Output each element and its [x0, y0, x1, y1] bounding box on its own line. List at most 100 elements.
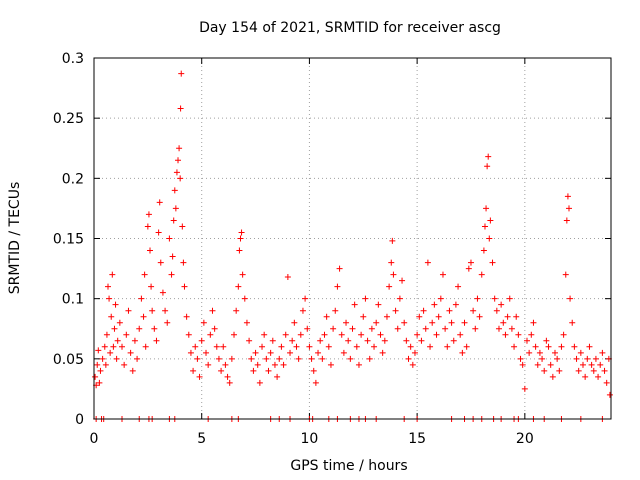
data-point — [517, 355, 524, 362]
y-tick-label: 0.2 — [62, 171, 84, 187]
data-point — [491, 295, 498, 302]
data-point — [237, 235, 244, 242]
data-point — [396, 295, 403, 302]
data-point — [94, 361, 101, 368]
data-point — [241, 295, 248, 302]
data-point — [276, 355, 283, 362]
data-point — [308, 355, 315, 362]
data-point — [319, 355, 326, 362]
data-point — [170, 217, 177, 224]
data-point — [209, 307, 216, 314]
data-point — [431, 301, 438, 308]
data-point — [409, 361, 416, 368]
data-point — [295, 355, 302, 362]
data-point — [405, 355, 412, 362]
data-point — [582, 373, 589, 380]
y-tick-label: 0.3 — [62, 51, 84, 67]
data-point — [304, 325, 311, 332]
data-point — [429, 319, 436, 326]
data-point — [205, 361, 212, 368]
data-point — [327, 361, 334, 368]
data-point — [172, 205, 179, 212]
data-point — [155, 229, 162, 236]
data-point — [141, 271, 148, 278]
data-point — [371, 343, 378, 350]
data-point — [215, 355, 222, 362]
data-point — [381, 337, 388, 344]
data-point — [355, 361, 362, 368]
data-point — [394, 325, 401, 332]
data-point — [388, 259, 395, 266]
data-point — [539, 355, 546, 362]
data-point — [287, 349, 294, 356]
data-point — [246, 337, 253, 344]
data-point — [467, 259, 474, 266]
data-point — [575, 367, 582, 374]
data-point — [418, 337, 425, 344]
data-point — [121, 361, 128, 368]
data-point — [476, 313, 483, 320]
data-point — [92, 373, 99, 380]
data-point — [261, 331, 268, 338]
y-tick-label: 0.05 — [53, 352, 84, 368]
data-point — [180, 259, 187, 266]
data-point — [203, 349, 210, 356]
data-point — [390, 271, 397, 278]
data-point — [435, 313, 442, 320]
data-point — [427, 343, 434, 350]
data-point — [142, 343, 149, 350]
data-point — [103, 331, 110, 338]
data-point — [156, 199, 163, 206]
x-tick-label: 5 — [197, 431, 206, 447]
data-point — [102, 361, 109, 368]
data-point — [386, 283, 393, 290]
data-point — [235, 283, 242, 290]
data-point — [110, 343, 117, 350]
data-point — [259, 343, 266, 350]
data-point — [532, 343, 539, 350]
data-point — [200, 319, 207, 326]
data-point — [289, 337, 296, 344]
data-point — [315, 349, 322, 356]
x-tick-label: 10 — [301, 431, 319, 447]
data-point — [254, 361, 261, 368]
data-point — [231, 331, 238, 338]
data-point — [377, 331, 384, 338]
data-point — [562, 271, 569, 278]
data-point — [280, 361, 287, 368]
data-point — [271, 361, 278, 368]
data-point — [302, 295, 309, 302]
data-point — [498, 301, 505, 308]
data-point — [228, 355, 235, 362]
data-point — [528, 331, 535, 338]
data-point — [144, 223, 151, 230]
data-point — [129, 367, 136, 374]
data-point — [588, 361, 595, 368]
data-point — [364, 337, 371, 344]
data-point — [489, 259, 496, 266]
data-point — [577, 349, 584, 356]
data-point — [224, 373, 231, 380]
plot-frame — [93, 57, 612, 420]
data-point — [530, 319, 537, 326]
data-point — [433, 331, 440, 338]
data-point — [299, 307, 306, 314]
data-point — [334, 283, 341, 290]
data-point — [332, 307, 339, 314]
axis-ticks: 0 0.05 0.1 0.15 0.2 0.25 0.3 0 5 10 15 20 — [53, 51, 611, 447]
data-point — [373, 319, 380, 326]
data-point — [330, 325, 337, 332]
data-point — [401, 319, 408, 326]
data-point — [422, 325, 429, 332]
data-point — [176, 145, 183, 152]
data-point — [597, 361, 604, 368]
data-point — [547, 361, 554, 368]
data-point — [177, 105, 184, 112]
data-point — [338, 331, 345, 338]
data-point — [218, 367, 225, 374]
data-point — [181, 283, 188, 290]
data-point — [173, 169, 180, 176]
data-point — [291, 319, 298, 326]
data-point — [162, 307, 169, 314]
data-point — [96, 379, 103, 386]
